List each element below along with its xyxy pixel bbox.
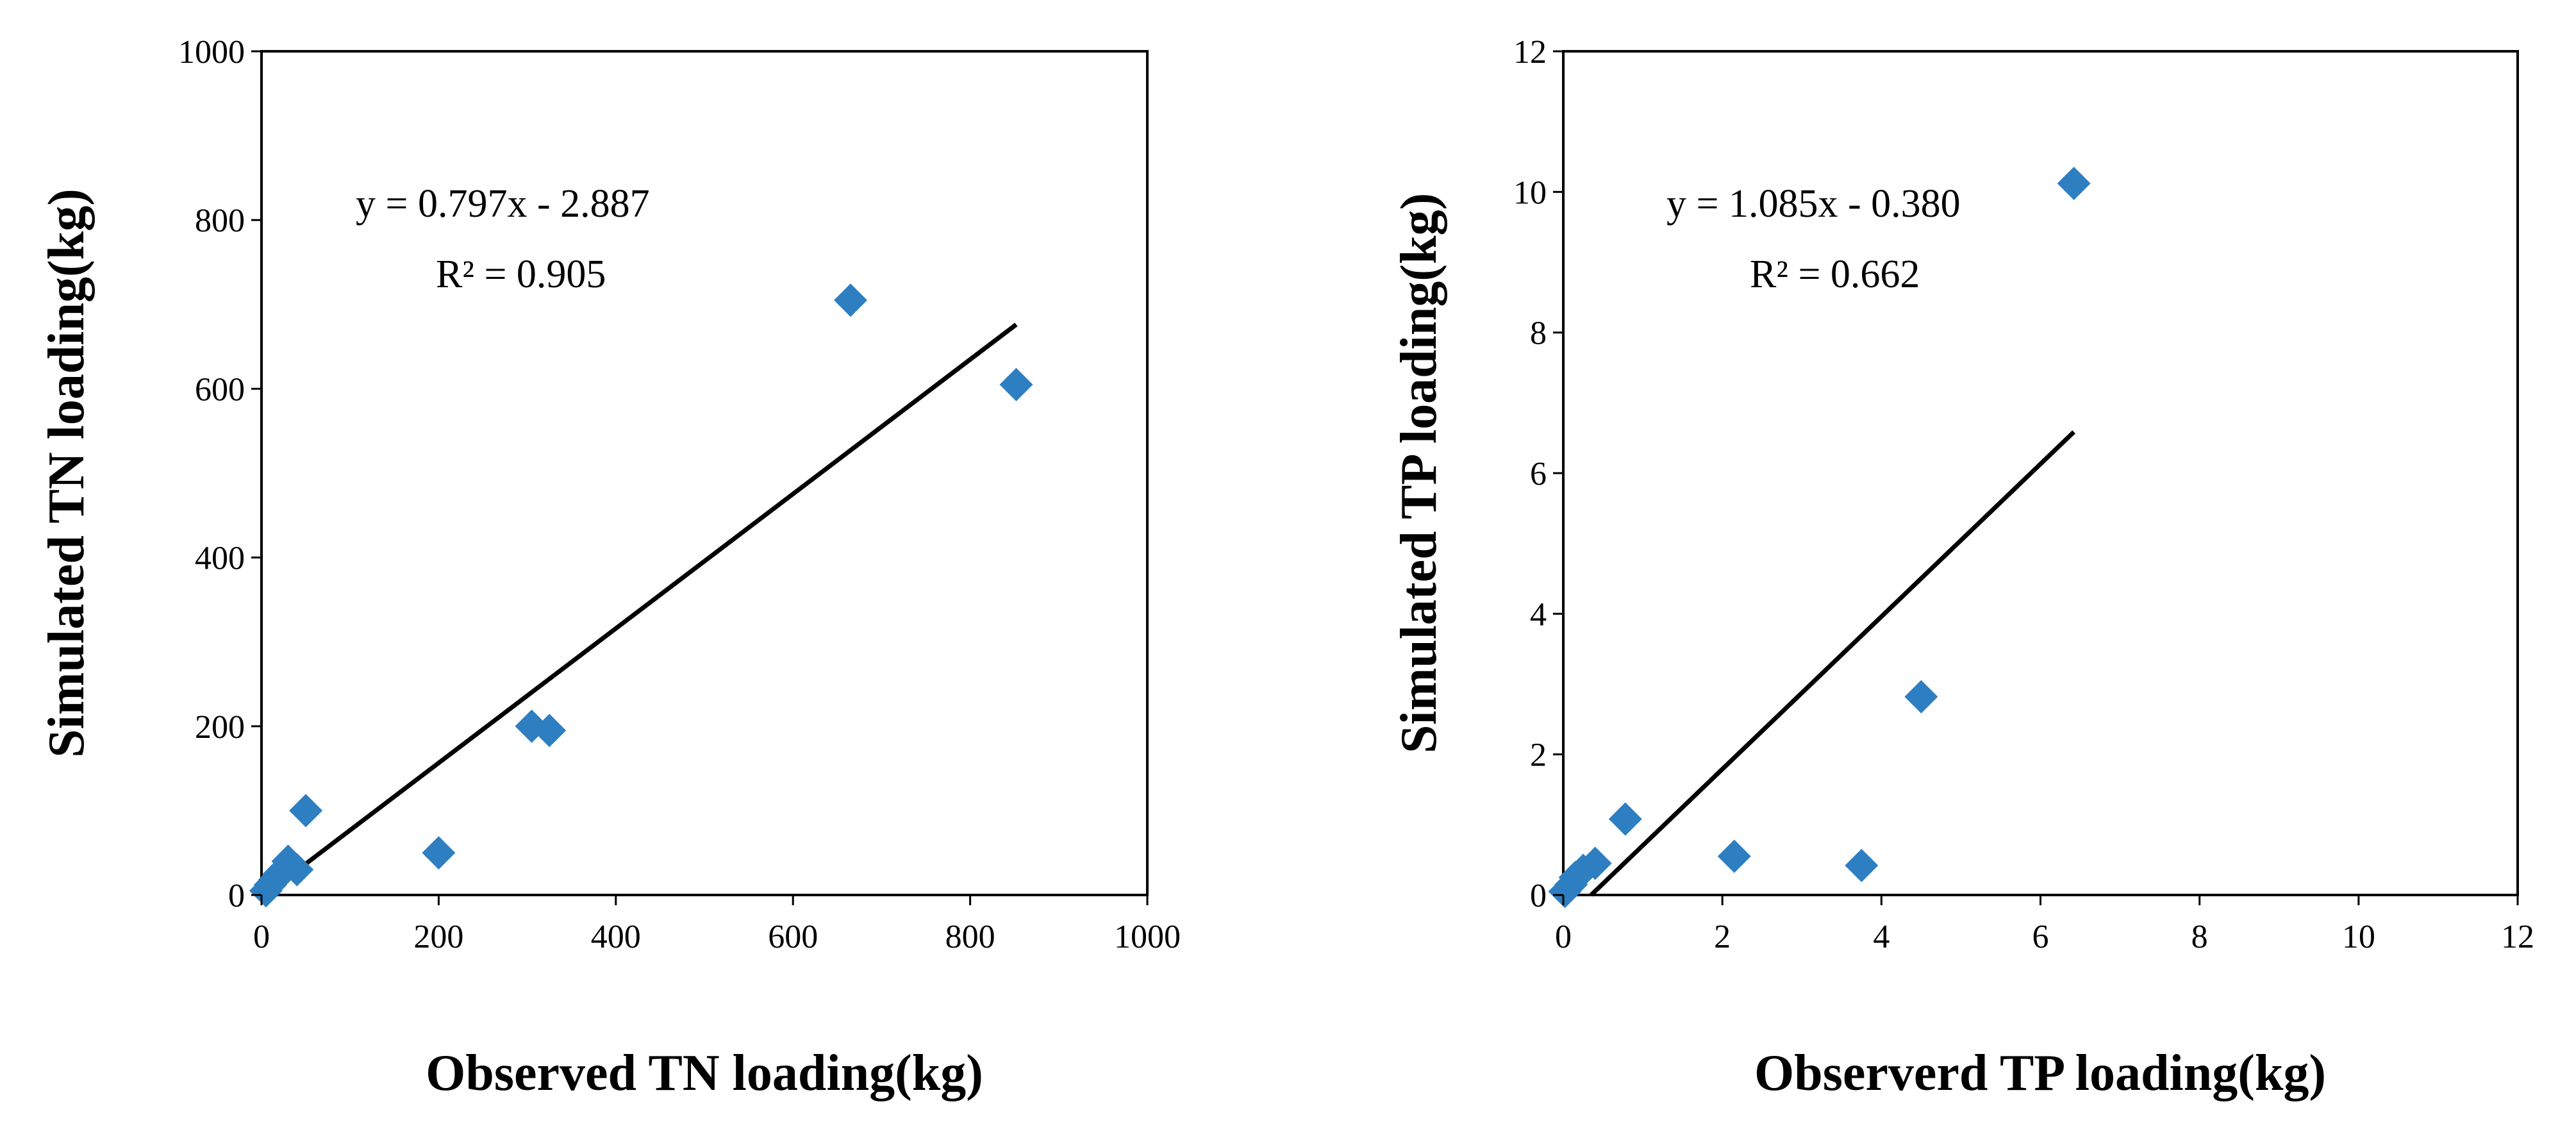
tn-y-ticks: 0 200 400 600 800 1000 <box>178 34 262 914</box>
tp-y-tick-label: 8 <box>1530 315 1547 352</box>
tn-data-point <box>280 853 314 887</box>
tp-data-point <box>1845 848 1879 882</box>
tn-plot-frame <box>260 50 1149 896</box>
tn-chart-panel: 0 200 400 600 800 1000 0 200 400 600 800 1000 y = … <box>38 34 1181 1101</box>
tn-x-tick-label: 0 <box>253 919 270 955</box>
tn-x-axis-title: Observed TN loading(kg) <box>426 1045 983 1101</box>
tp-x-tick-label: 12 <box>2501 919 2534 955</box>
tp-y-tick-label: 2 <box>1530 737 1547 774</box>
tp-data-point <box>1578 846 1612 880</box>
tp-x-ticks: 0 2 4 6 8 10 12 <box>1555 895 2534 955</box>
tp-x-tick-label: 0 <box>1555 919 1572 955</box>
tn-data-point <box>834 283 868 317</box>
tn-y-tick-label: 200 <box>195 709 245 746</box>
tn-data-point <box>289 794 323 828</box>
tp-x-tick-label: 2 <box>1714 919 1731 955</box>
tn-x-tick-label: 600 <box>768 919 818 955</box>
tp-equation: y = 1.085x - 0.380 <box>1666 182 1961 226</box>
tp-x-axis-title: Observerd TP loading(kg) <box>1754 1045 2326 1101</box>
tn-point-group <box>249 283 1033 908</box>
tp-x-tick-label: 6 <box>2032 919 2049 955</box>
tn-x-tick-label: 200 <box>413 919 463 955</box>
tp-x-tick-label: 8 <box>2191 919 2208 955</box>
tn-data-point <box>422 836 456 870</box>
tp-y-ticks: 0 2 4 6 8 10 12 <box>1513 34 1563 914</box>
tn-x-ticks: 0 200 400 600 800 1000 <box>253 895 1181 955</box>
tp-data-point <box>1608 802 1642 836</box>
tp-y-tick-label: 0 <box>1530 878 1547 914</box>
tn-y-tick-label: 800 <box>195 203 245 239</box>
tp-x-tick-label: 4 <box>1873 919 1890 955</box>
tp-data-point <box>2057 167 2091 201</box>
tp-trendline <box>1590 430 2076 897</box>
tp-y-tick-label: 4 <box>1530 596 1547 633</box>
tn-y-tick-label: 400 <box>195 540 245 577</box>
tn-x-tick-label: 1000 <box>1114 919 1181 955</box>
tp-x-tick-label: 10 <box>2342 919 2375 955</box>
tp-r-squared: R² = 0.662 <box>1750 253 1920 296</box>
tp-data-point <box>1717 839 1751 873</box>
tn-y-tick-label: 1000 <box>178 34 245 71</box>
tn-r-squared: R² = 0.905 <box>436 253 606 296</box>
tn-y-axis-title: Simulated TN loading(kg) <box>38 188 95 758</box>
tn-data-point <box>533 714 567 748</box>
tp-plot-frame <box>1562 50 2519 896</box>
tn-trendline-group <box>263 322 1018 897</box>
tn-x-tick-label: 800 <box>945 919 995 955</box>
tp-chart-panel: 0 2 4 6 8 10 12 0 2 4 6 8 10 12 y = 1.085x - 0.380 R… <box>1391 34 2534 1101</box>
tp-y-tick-label: 10 <box>1513 174 1547 211</box>
tp-point-group <box>1548 167 2091 908</box>
tn-trendline <box>263 322 1018 897</box>
tn-x-tick-label: 400 <box>591 919 641 955</box>
tp-trendline-group <box>1590 430 2076 897</box>
tn-equation: y = 0.797x - 2.887 <box>356 182 650 226</box>
tp-y-axis-title: Simulated TP loading(kg) <box>1391 193 1447 753</box>
tp-y-tick-label: 12 <box>1513 34 1547 71</box>
tp-data-point <box>1904 680 1938 714</box>
tp-y-tick-label: 6 <box>1530 456 1547 492</box>
tn-data-point <box>999 367 1033 401</box>
tn-y-tick-label: 0 <box>228 878 245 914</box>
tn-y-tick-label: 600 <box>195 371 245 408</box>
